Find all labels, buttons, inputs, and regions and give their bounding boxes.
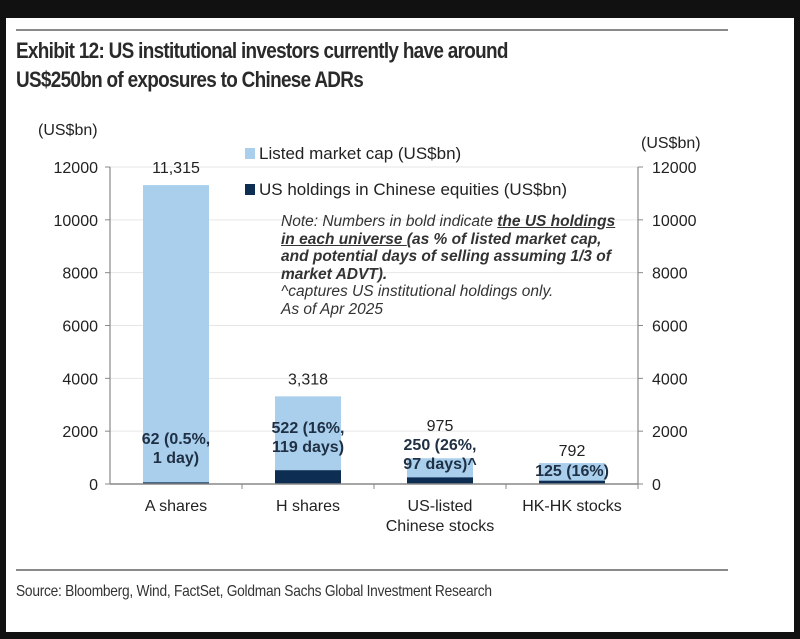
source-note: Source: Bloomberg, Wind, FactSet, Goldma…: [16, 583, 492, 600]
note-caret: ^captures US institutional holdings only…: [281, 283, 554, 301]
note-bold: (as % of listed market cap, and potentia…: [281, 230, 611, 283]
legend-label-holdings: US holdings in Chinese equities (US$bn): [259, 180, 567, 199]
title-line-1: Exhibit 12: US institutional investors c…: [16, 38, 508, 63]
bar-us-holdings: [539, 480, 605, 484]
x-category-label: US-listed: [408, 498, 473, 515]
x-category-label: Chinese stocks: [386, 518, 495, 535]
chart-note: Note: Numbers in bold indicate the US ho…: [281, 213, 621, 319]
right-tick-label: 10000: [652, 213, 697, 230]
x-category-label: HK-HK stocks: [522, 498, 622, 515]
right-tick-label: 2000: [652, 424, 688, 441]
bar-listed-market-cap: [275, 396, 341, 484]
exhibit-title: Exhibit 12: US institutional investors c…: [16, 36, 618, 94]
bar-holdings-label: 522 (16%,: [272, 420, 345, 437]
bar-top-label: 792: [559, 443, 586, 460]
bar-us-holdings: [143, 482, 209, 484]
top-rule: [16, 29, 728, 31]
bar-top-label: 975: [427, 418, 454, 435]
left-tick-label: 6000: [62, 319, 98, 336]
left-tick-label: 10000: [54, 213, 99, 230]
bar-top-label: 3,318: [288, 371, 328, 388]
bar-holdings-label: 119 days): [272, 439, 344, 456]
bar-us-holdings: [275, 470, 341, 484]
bar-top-label: 11,315: [152, 160, 200, 177]
left-tick-label: 2000: [62, 424, 98, 441]
bar-holdings-label: 97 days)^: [403, 456, 476, 473]
title-line-2: US$250bn of exposures to Chinese ADRs: [16, 67, 364, 92]
note-underlined: the US holdings in each universe: [281, 213, 616, 248]
right-tick-label: 12000: [652, 160, 697, 177]
legend-label-listed: Listed market cap (US$bn): [259, 144, 461, 163]
bar-holdings-label: 62 (0.5%,: [142, 431, 210, 448]
bar-holdings-label: 250 (26%,: [404, 437, 477, 454]
left-tick-label: 8000: [62, 266, 98, 283]
bar-listed-market-cap: [539, 463, 605, 484]
bar-holdings-label: 1 day): [153, 450, 199, 467]
x-category-label: H shares: [276, 498, 340, 515]
x-category-label: A shares: [145, 498, 207, 515]
bottom-rule: [16, 569, 728, 571]
right-tick-label: 8000: [652, 266, 688, 283]
bar-us-holdings: [407, 477, 473, 484]
legend-swatch-listed: [245, 148, 255, 159]
bar-listed-market-cap: [143, 185, 209, 485]
right-tick-label: 4000: [652, 371, 688, 388]
right-tick-label: 0: [652, 477, 661, 494]
left-tick-label: 12000: [54, 160, 99, 177]
right-tick-label: 6000: [652, 319, 688, 336]
bar-holdings-label: 125 (16%): [535, 463, 609, 480]
note-prefix: Note: Numbers in bold indicate: [281, 213, 498, 230]
right-axis-unit: (US$bn): [641, 135, 701, 152]
legend-swatch-holdings: [245, 184, 255, 195]
note-date: As of Apr 2025: [281, 300, 383, 318]
left-axis-unit: (US$bn): [38, 122, 98, 139]
left-tick-label: 4000: [62, 371, 98, 388]
left-tick-label: 0: [89, 477, 98, 494]
